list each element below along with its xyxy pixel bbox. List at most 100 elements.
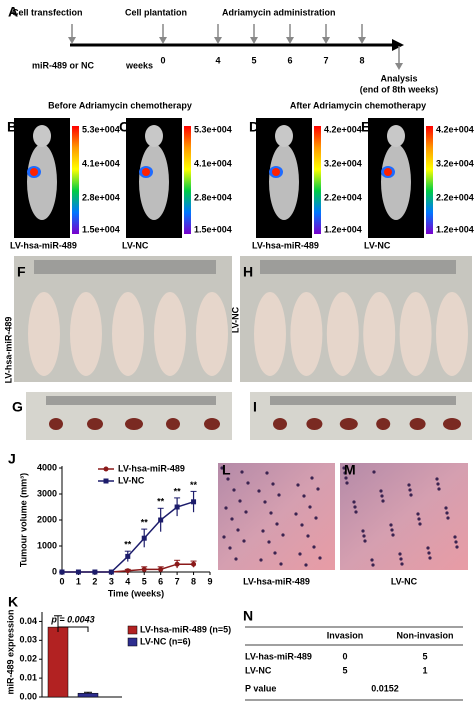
table-cell: 0.0152 <box>371 683 399 693</box>
histology-image <box>218 463 335 570</box>
mouse <box>196 292 228 376</box>
timeline-end: (end of 8th weeks) <box>360 84 439 94</box>
panel-letter: I <box>253 399 257 415</box>
week-label: 4 <box>215 55 220 65</box>
nucleus <box>417 517 421 521</box>
nucleus <box>446 516 450 520</box>
nucleus <box>342 466 346 470</box>
nucleus <box>300 523 304 527</box>
nucleus <box>390 528 394 532</box>
nucleus <box>310 476 314 480</box>
x-tick-label: 7 <box>175 576 180 586</box>
nucleus <box>354 510 358 514</box>
nucleus <box>230 517 234 521</box>
mouse <box>326 292 359 376</box>
scale-label: 2.8e+004 <box>82 192 120 202</box>
mouse-head <box>145 125 163 147</box>
point <box>158 566 164 572</box>
nucleus <box>381 499 385 503</box>
x-tick-label: 2 <box>92 576 97 586</box>
panel-letter: K <box>8 594 18 610</box>
legend-label: LV-NC (n=6) <box>140 636 191 646</box>
nucleus <box>427 551 431 555</box>
x-tick-label: 3 <box>109 576 114 586</box>
scale-label: 5.3e+004 <box>82 124 120 134</box>
nucleus <box>361 529 365 533</box>
nucleus <box>267 540 271 544</box>
timeline-arrow-head <box>250 37 258 44</box>
nucleus <box>353 505 357 509</box>
table-row-label: P value <box>245 683 276 693</box>
tumour <box>443 418 461 430</box>
nucleus <box>418 522 422 526</box>
significance-bracket <box>57 626 89 632</box>
y-axis-label: miR-489 expression <box>5 609 15 694</box>
panel-letter: N <box>243 608 253 624</box>
nucleus <box>294 512 298 516</box>
mouse-head <box>33 125 51 147</box>
x-tick-label: 4 <box>125 576 130 586</box>
scale-label: 1.2e+004 <box>436 224 474 234</box>
mouse-head <box>387 125 405 147</box>
nucleus <box>408 488 412 492</box>
nucleus <box>436 482 440 486</box>
x-tick-label: 5 <box>142 576 147 586</box>
group-label: LV-hsa-miR-489 <box>3 317 13 384</box>
nucleus <box>242 539 246 543</box>
timeline-arrow-head <box>68 37 76 44</box>
week-label: 0 <box>160 55 165 65</box>
legend-label: LV-hsa-miR-489 (n=5) <box>140 624 231 634</box>
nucleus <box>435 477 439 481</box>
significance: ** <box>190 480 198 490</box>
table-cell: 5 <box>422 651 427 661</box>
nucleus <box>344 476 348 480</box>
point <box>191 561 197 567</box>
tumour <box>125 418 143 430</box>
nucleus <box>226 477 230 481</box>
histology-caption: LV-NC <box>391 576 418 586</box>
tumour-signal-core <box>272 168 280 176</box>
y-tick-label: 4000 <box>37 462 57 472</box>
point <box>191 499 197 505</box>
imaging-caption: LV-NC <box>364 240 391 250</box>
nucleus <box>372 470 376 474</box>
histology-caption: LV-hsa-miR-489 <box>243 576 310 586</box>
timeline-label: Cell transfection <box>12 7 83 17</box>
panel-letter: J <box>8 451 16 467</box>
nucleus <box>399 557 403 561</box>
y-tick-label: 0 <box>52 566 57 576</box>
nucleus <box>380 494 384 498</box>
nucleus <box>363 539 367 543</box>
nucleus <box>275 522 279 526</box>
significance: ** <box>157 497 165 507</box>
nucleus <box>265 471 269 475</box>
mouse-body <box>27 144 57 220</box>
tumour <box>49 418 63 430</box>
scale-label: 4.1e+004 <box>82 158 120 168</box>
nucleus <box>273 551 277 555</box>
panel-letter: B <box>7 119 17 135</box>
week-label: 8 <box>359 55 364 65</box>
nucleus <box>302 494 306 498</box>
imaging-caption: LV-hsa-miR-489 <box>252 240 319 250</box>
week-label: 5 <box>251 55 256 65</box>
nucleus <box>345 481 349 485</box>
tumour-signal-core <box>30 168 38 176</box>
nucleus <box>409 493 413 497</box>
panel-letter: M <box>344 462 356 478</box>
timeline-arrow-head <box>395 63 403 70</box>
scale-label: 5.3e+004 <box>194 124 232 134</box>
panel-letter: A <box>8 4 18 20</box>
nucleus <box>453 535 457 539</box>
tumour <box>339 418 358 430</box>
x-tick-label: 1 <box>76 576 81 586</box>
point <box>125 553 131 559</box>
color-scale <box>72 126 79 234</box>
mouse <box>112 292 144 376</box>
nucleus <box>312 545 316 549</box>
nucleus <box>371 563 375 567</box>
nucleus <box>220 466 224 470</box>
y-tick-label: 0.04 <box>19 616 37 626</box>
scale-label: 4.2e+004 <box>324 124 362 134</box>
